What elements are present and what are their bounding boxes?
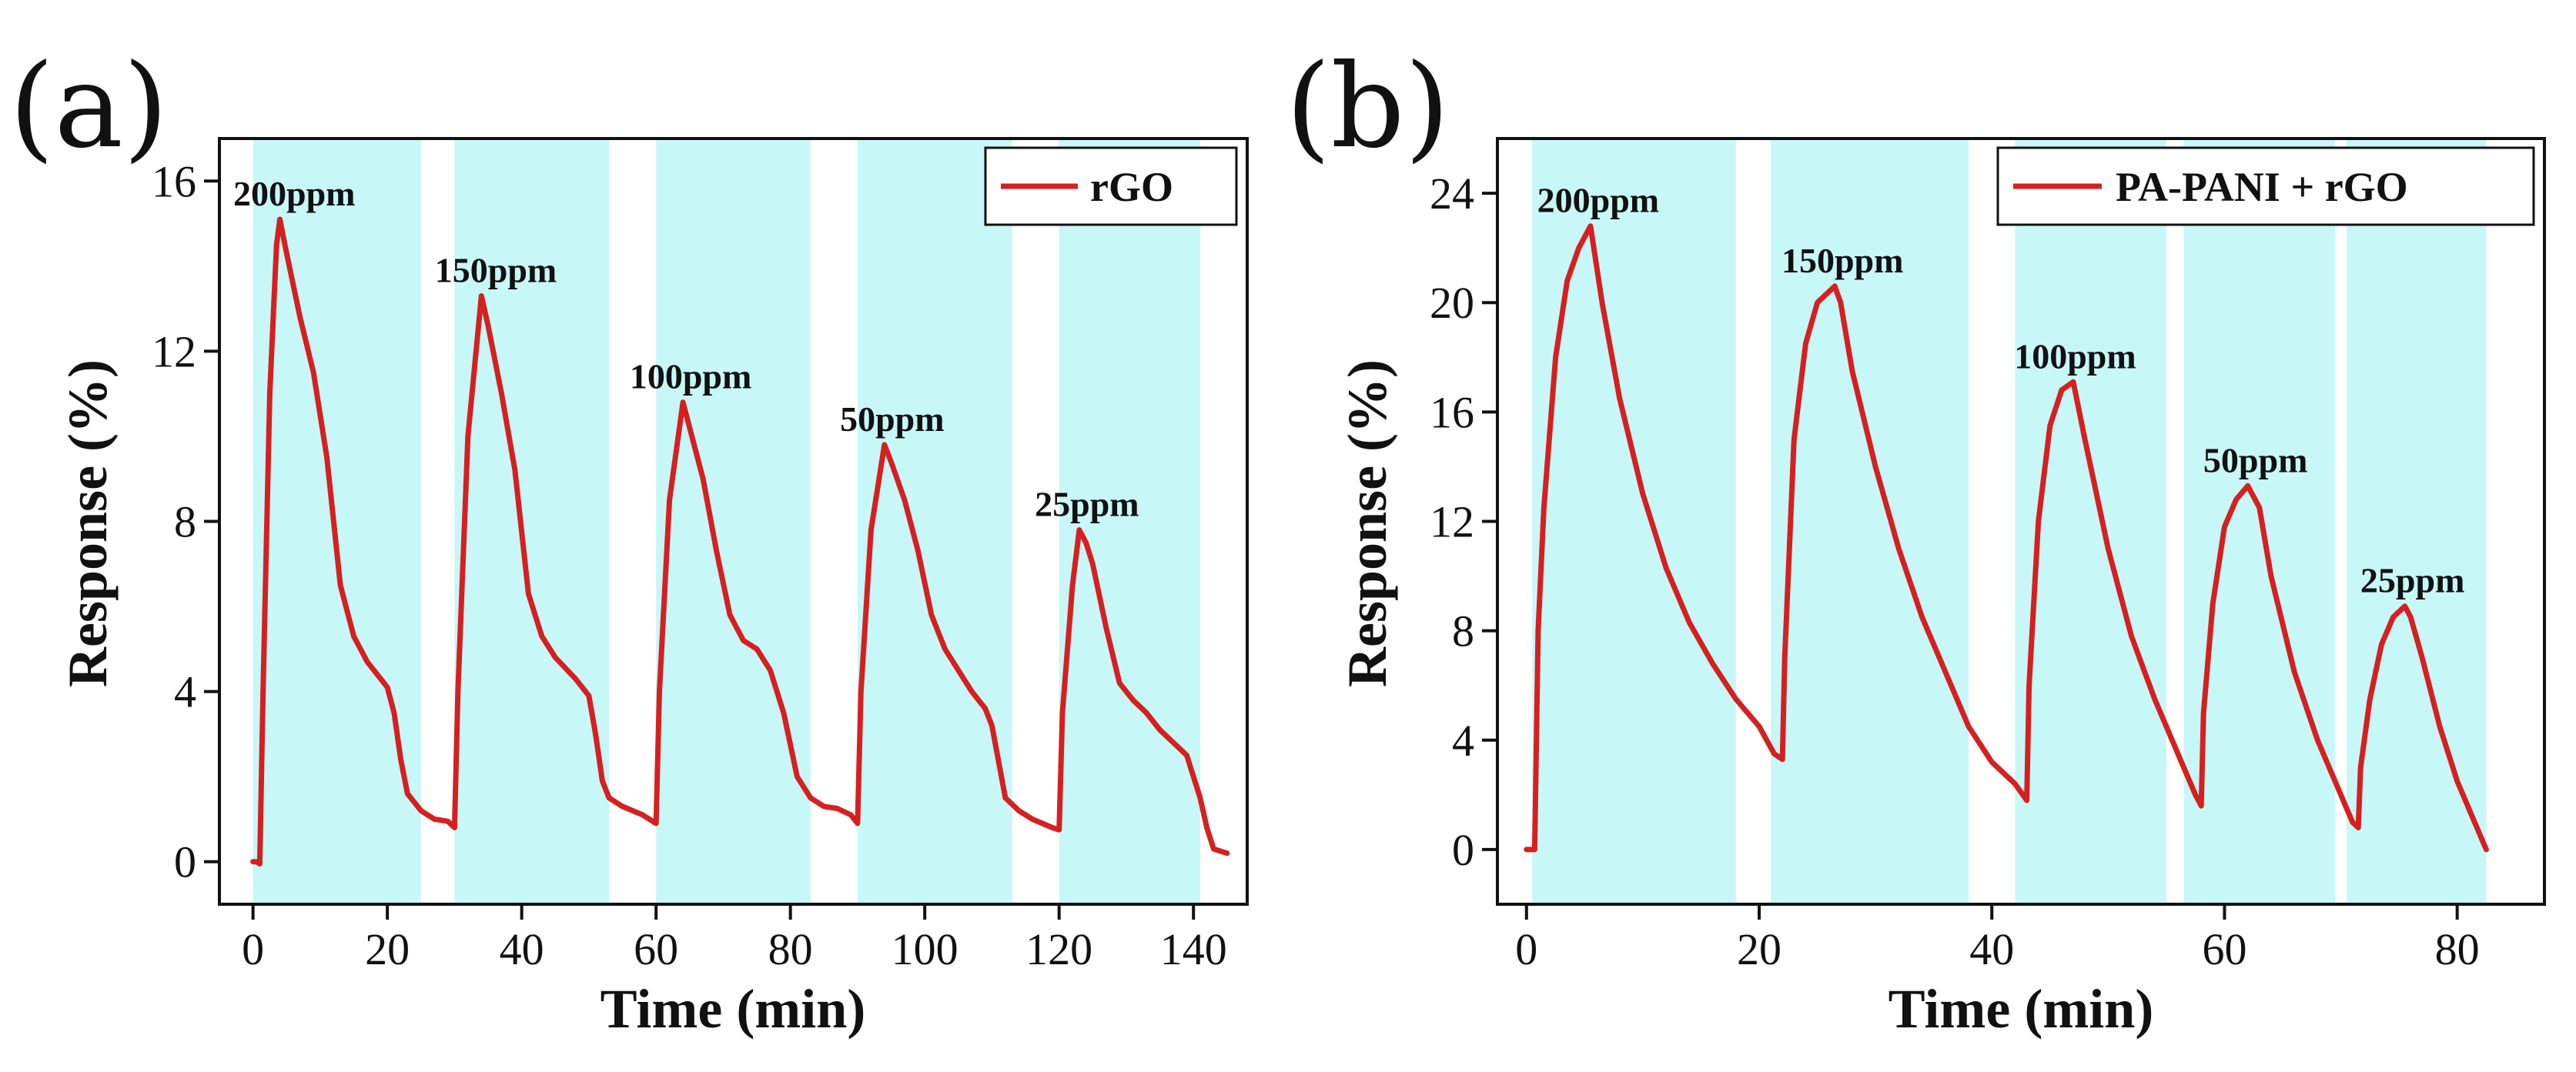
panel-b-peak-label-3: 100ppm: [2014, 336, 2136, 376]
panel-b-xticks: 0 20 40 60 80: [1515, 904, 2480, 974]
panel-a-xtick-label: 140: [1160, 924, 1227, 974]
panel-a-peak-label-5: 25ppm: [1035, 485, 1139, 524]
panel-b-ytick-label: 4: [1452, 716, 1474, 766]
panel-a-exposure-band-2: [454, 139, 610, 904]
panel-a-xtick-label: 20: [365, 924, 410, 974]
panel-a-exposure-band-1: [253, 139, 421, 904]
panel-b: (b) 0 20 40 60 80 0 4 8 12 16 20 24 200ppm 150ppm 10…: [1286, 40, 2546, 1040]
panel-a-peak-labels: 200ppm 150ppm 100ppm 50ppm 25ppm: [233, 174, 1139, 524]
panel-a-ytick-label: 16: [152, 156, 196, 206]
panel-a-label: (a): [9, 40, 168, 174]
panel-a-xlabel: Time (min): [601, 978, 866, 1040]
panel-b-peak-label-2: 150ppm: [1781, 241, 1903, 280]
panel-a-ytick-label: 4: [174, 667, 196, 717]
panel-a-ytick-label: 12: [152, 326, 196, 376]
panel-a-xtick-label: 60: [634, 924, 678, 974]
panel-b-exposure-band-1: [1532, 139, 1736, 904]
panel-a-peak-label-1: 200ppm: [233, 174, 355, 213]
panel-b-xtick-label: 0: [1515, 924, 1537, 974]
panel-a-ytick-label: 8: [174, 497, 196, 547]
panel-a-peak-label-2: 150ppm: [435, 251, 557, 290]
panel-b-ytick-label: 24: [1430, 169, 1474, 219]
panel-b-ytick-label: 20: [1430, 278, 1474, 328]
panel-a-peak-label-4: 50ppm: [840, 399, 944, 439]
panel-b-xlabel: Time (min): [1889, 978, 2154, 1040]
panel-b-label: (b): [1286, 40, 1450, 174]
panel-a-xtick-label: 0: [242, 924, 264, 974]
panel-a-exposure-band-3: [656, 139, 811, 904]
panel-a-yticks: 0 4 8 12 16: [152, 156, 219, 887]
panel-a-xticks: 0 20 40 60 80 100 120 140: [242, 904, 1227, 974]
panel-a-exposure-band-4: [857, 139, 1012, 904]
panel-a-series: [250, 216, 1230, 867]
panel-b-peak-label-4: 50ppm: [2203, 440, 2307, 479]
panel-b-series-line-1: [1524, 223, 2489, 853]
panel-a-xtick-label: 80: [768, 924, 813, 974]
panel-a-legend-label: rGO: [1090, 164, 1173, 210]
panel-b-peak-label-5: 25ppm: [2360, 561, 2464, 600]
panel-a-peak-label-3: 100ppm: [630, 357, 751, 396]
panel-b-ytick-label: 12: [1430, 497, 1474, 547]
panel-b-xtick-label: 60: [2202, 924, 2246, 974]
panel-b-xtick-label: 80: [2435, 924, 2480, 974]
panel-b-exposure-band-5: [2347, 139, 2487, 904]
panel-b-peak-labels: 200ppm 150ppm 100ppm 50ppm 25ppm: [1537, 181, 2465, 600]
panel-b-xtick-label: 20: [1737, 924, 1781, 974]
panel-b-series: [1524, 223, 2489, 853]
panel-b-peak-label-1: 200ppm: [1537, 181, 1659, 220]
panel-a-exposure-band-5: [1059, 139, 1200, 904]
panel-b-exposure-band-2: [1771, 139, 1969, 904]
panel-b-ytick-label: 0: [1452, 825, 1474, 875]
panel-b-xtick-label: 40: [1969, 924, 2014, 974]
panel-a-ytick-label: 0: [174, 837, 196, 887]
panel-a-xtick-label: 40: [500, 924, 544, 974]
panel-b-ytick-label: 16: [1430, 387, 1474, 437]
panel-a-legend: rGO: [984, 146, 1238, 226]
panel-a-ylabel: Response (%): [57, 359, 119, 687]
panel-b-legend: PA-PANI + rGO: [1996, 146, 2535, 226]
panel-a-xtick-label: 120: [1025, 924, 1092, 974]
panel-b-yticks: 0 4 8 12 16 20 24: [1430, 169, 1497, 875]
panel-b-ytick-label: 8: [1452, 606, 1474, 656]
panel-a-shades: [253, 139, 1200, 904]
panel-b-ylabel: Response (%): [1337, 359, 1398, 687]
panel-b-shades: [1532, 139, 2487, 904]
panel-b-legend-label: PA-PANI + rGO: [2116, 164, 2408, 210]
panel-a-series-line-1: [250, 216, 1230, 867]
panel-a-xtick-label: 100: [892, 924, 958, 974]
panel-a: (a) 0 20 40 60 80 100 120 140 0 4 8 12 16 200ppm 150…: [9, 40, 1249, 1040]
